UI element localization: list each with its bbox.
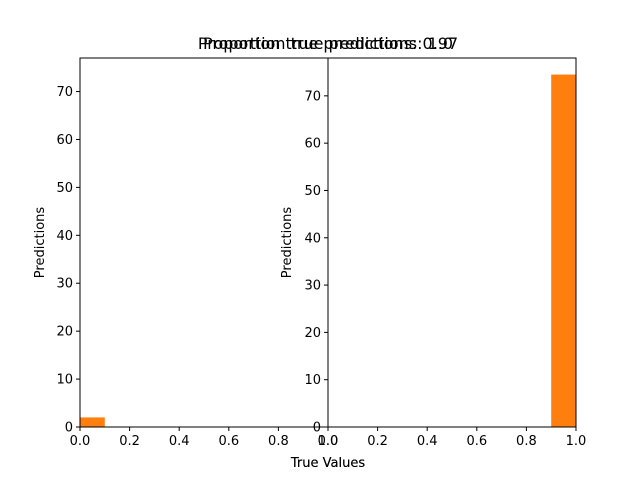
y-tick-label-0-5: 50	[56, 181, 73, 196]
bar-1-0	[551, 74, 576, 428]
x-axis-label-1: True Values	[290, 456, 365, 471]
x-tick-label-0-2: 0.4	[169, 434, 190, 449]
y-tick-label-1-3: 30	[304, 279, 321, 294]
x-axis-label-0: True Values	[290, 456, 365, 471]
chart-title-0: Proportion true predictions: 0.97	[198, 34, 458, 53]
x-tick-label-0-1: 0.2	[119, 434, 140, 449]
y-tick-label-1-4: 40	[304, 231, 321, 246]
y-tick-label-0-1: 10	[56, 373, 73, 388]
y-tick-label-0-2: 20	[56, 325, 73, 340]
x-tick-label-1-0: 0.0	[318, 434, 339, 449]
y-tick-label-1-6: 60	[304, 137, 321, 152]
y-tick-label-1-7: 70	[304, 89, 321, 104]
y-tick-label-1-1: 10	[304, 373, 321, 388]
y-tick-label-0-0: 0	[65, 421, 73, 436]
y-tick-label-0-6: 60	[56, 133, 73, 148]
y-tick-label-1-0: 0	[313, 421, 321, 436]
x-tick-label-0-4: 0.8	[268, 434, 289, 449]
y-tick-label-0-4: 40	[56, 229, 73, 244]
y-axis-label-0: Predictions	[33, 207, 48, 279]
y-tick-label-1-2: 20	[304, 326, 321, 341]
y-tick-label-1-5: 50	[304, 184, 321, 199]
chart-title-1: Proportion true predictions: 1.0	[203, 34, 453, 53]
x-tick-label-1-5: 1.0	[566, 434, 587, 449]
x-tick-label-1-2: 0.4	[417, 434, 438, 449]
y-tick-label-0-3: 30	[56, 277, 73, 292]
y-tick-label-0-7: 70	[56, 85, 73, 100]
bar-0-0	[80, 417, 105, 427]
x-tick-label-1-3: 0.6	[466, 434, 487, 449]
x-tick-label-0-0: 0.0	[70, 434, 91, 449]
x-tick-label-1-1: 0.2	[367, 434, 388, 449]
y-axis-label-1: Predictions	[280, 207, 295, 279]
x-tick-label-0-5: 1.0	[318, 434, 339, 449]
x-tick-label-1-4: 0.8	[516, 434, 537, 449]
axes-frame-1	[327, 57, 577, 428]
x-tick-label-0-3: 0.6	[218, 434, 239, 449]
